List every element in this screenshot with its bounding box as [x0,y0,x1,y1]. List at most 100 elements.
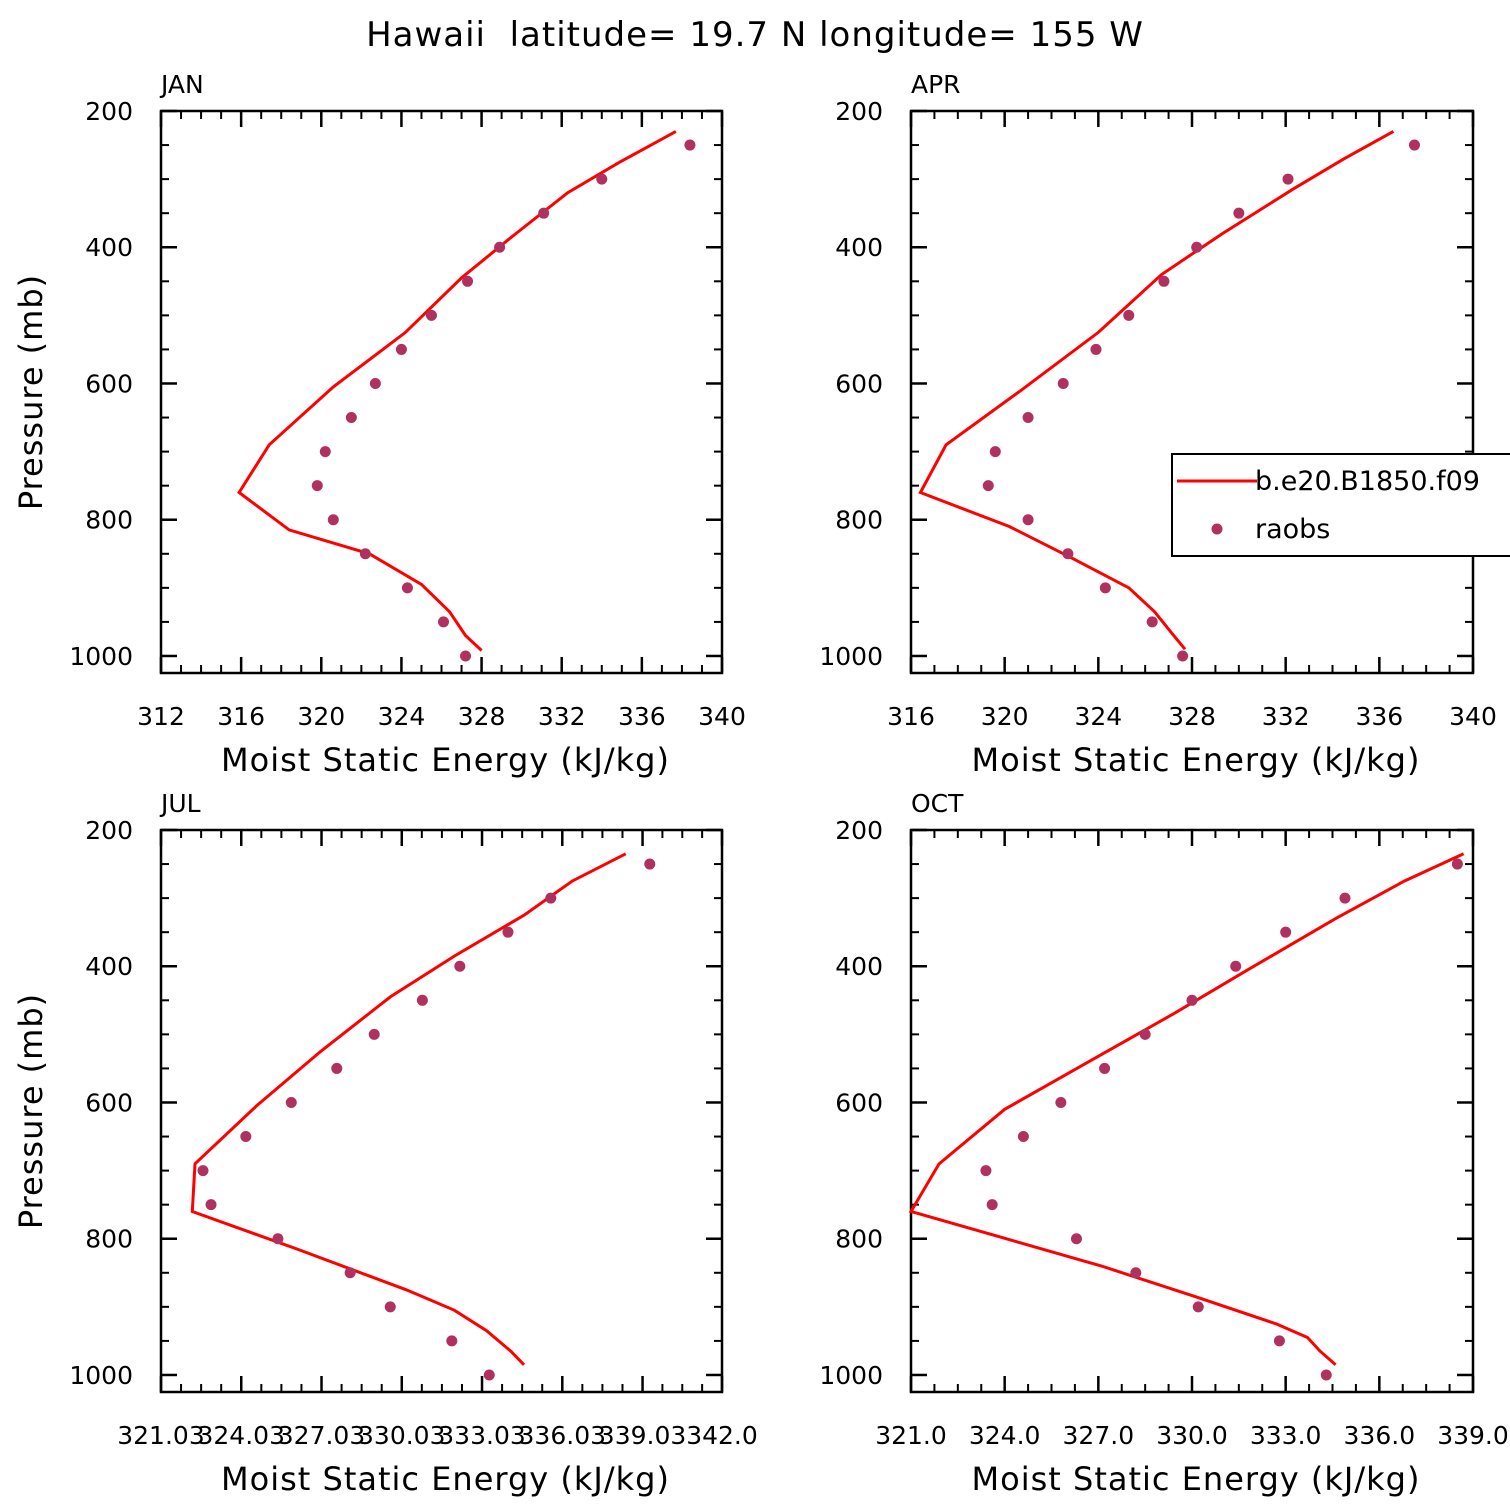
x-tick-label: 330.03 [358,1421,445,1450]
raobs-point [368,1028,380,1040]
raobs-point [1451,858,1463,870]
panel-oct: OCT 321.0 324.0 327.0 330.0 333.0 336.0 339.0 20… [819,789,1508,1498]
raobs-point [494,241,506,253]
panel-apr: APR 316 320 324 328 332 336 340 200 400 600 800 1000… [819,70,1510,779]
raobs-point [1158,275,1170,287]
raobs-point [272,1233,284,1245]
raobs-point [345,412,357,424]
raobs-point [986,1199,998,1211]
raobs-point [1139,1028,1151,1040]
y-tick-label: 600 [835,369,883,398]
plot-frame-jul [159,828,724,1394]
legend-box [1171,453,1510,557]
x-axis-title-jan: Moist Static Energy (kJ/kg) [221,741,670,779]
raobs-point [1055,1096,1067,1108]
x-tick-label: 336 [618,702,666,731]
x-tick-label: 336.0 [1344,1421,1416,1450]
raobs-point [1099,1062,1111,1074]
raobs-point [684,139,696,151]
raobs-point [359,548,371,560]
raobs-point [311,480,323,492]
raobs-point [454,960,466,972]
raobs-point [395,343,407,355]
x-tick-label: 336 [1355,702,1403,731]
y-axis-title-jan: Pressure (mb) [12,274,50,510]
raobs-point [1017,1131,1029,1143]
y-tick-label: 600 [85,1088,133,1117]
raobs-point [596,173,608,185]
y-tick-label: 200 [835,816,883,845]
raobs-point [1339,892,1351,904]
plot-frame-apr [909,109,1475,675]
x-tick-label: 333.0 [1250,1421,1322,1450]
y-tick-label: 400 [835,233,883,262]
raobs-point [1191,241,1203,253]
raobs-point [1099,582,1111,594]
legend: b.e20.B1850.f09 raobs [1171,453,1510,557]
x-tick-label: 320 [981,702,1029,731]
raobs-point [1062,548,1074,560]
raobs-point [982,480,994,492]
x-tick-label: 340 [1449,702,1497,731]
x-tick-label: 332 [538,702,586,731]
x-tick-label: 340 [698,702,746,731]
y-tick-label: 600 [835,1088,883,1117]
raobs-point [545,892,557,904]
raobs-point [1230,960,1242,972]
x-tick-label: 330.0 [1156,1421,1228,1450]
x-axis-title-oct: Moist Static Energy (kJ/kg) [972,1460,1421,1498]
plot-frame-jan [159,109,724,675]
raobs-point [1123,309,1135,321]
y-tick-label: 400 [85,952,133,981]
x-tick-label: 324.03 [198,1421,285,1450]
raobs-point [1186,994,1198,1006]
y-tick-label: 800 [835,1225,883,1254]
y-tick-label: 1000 [819,1361,883,1390]
raobs-point [1273,1335,1285,1347]
x-tick-label: 327.03 [278,1421,365,1450]
legend-label-raobs: raobs [1255,514,1330,545]
y-tick-label: 200 [85,816,133,845]
y-tick-label: 800 [85,1225,133,1254]
raobs-point [327,514,339,526]
raobs-point [1192,1301,1204,1313]
raobs-point [644,858,656,870]
x-tick-label: 321.03 [117,1421,204,1450]
raobs-point [538,207,550,219]
raobs-point [438,616,450,628]
y-tick-label: 800 [85,506,133,535]
x-tick-label: 324 [1074,702,1122,731]
plot-frame-oct [909,828,1475,1394]
x-tick-label: 324 [378,702,426,731]
raobs-point [1282,173,1294,185]
raobs-point [502,926,514,938]
model-line-jan [237,130,677,652]
panels: JAN 312 316 320 324 328 332 336 340 200 400 600 800 1… [12,70,1510,1498]
raobs-point [483,1369,495,1381]
raobs-point [1233,207,1245,219]
y-tick-label: 1000 [69,642,133,671]
raobs-point [1146,616,1158,628]
raobs-point [462,275,474,287]
y-tick-label: 400 [835,952,883,981]
panel-jul: JUL321.03324.03327.03330.03333.03336.033… [12,789,758,1498]
x-tick-label: 312 [137,702,185,731]
x-tick-label: 316 [887,702,935,731]
x-tick-label: 342.0 [686,1421,758,1450]
y-tick-label: 1000 [69,1361,133,1390]
raobs-point [425,309,437,321]
x-tick-label: 333.03 [438,1421,525,1450]
y-tick-label: 200 [835,97,883,126]
x-tick-label: 339.0 [1437,1421,1509,1450]
raobs-point [446,1335,458,1347]
panel-jan: JAN 312 316 320 324 328 332 336 340 200 400 600 800 1… [12,70,746,779]
x-tick-label: 328 [1168,702,1216,731]
y-tick-label: 1000 [819,642,883,671]
raobs-point [980,1165,992,1177]
panel-label-jul: JUL [159,789,201,818]
raobs-point [1090,343,1102,355]
raobs-point [1022,514,1034,526]
raobs-point [369,377,381,389]
x-tick-label: 321.0 [875,1421,947,1450]
x-tick-label: 339.03 [599,1421,686,1450]
